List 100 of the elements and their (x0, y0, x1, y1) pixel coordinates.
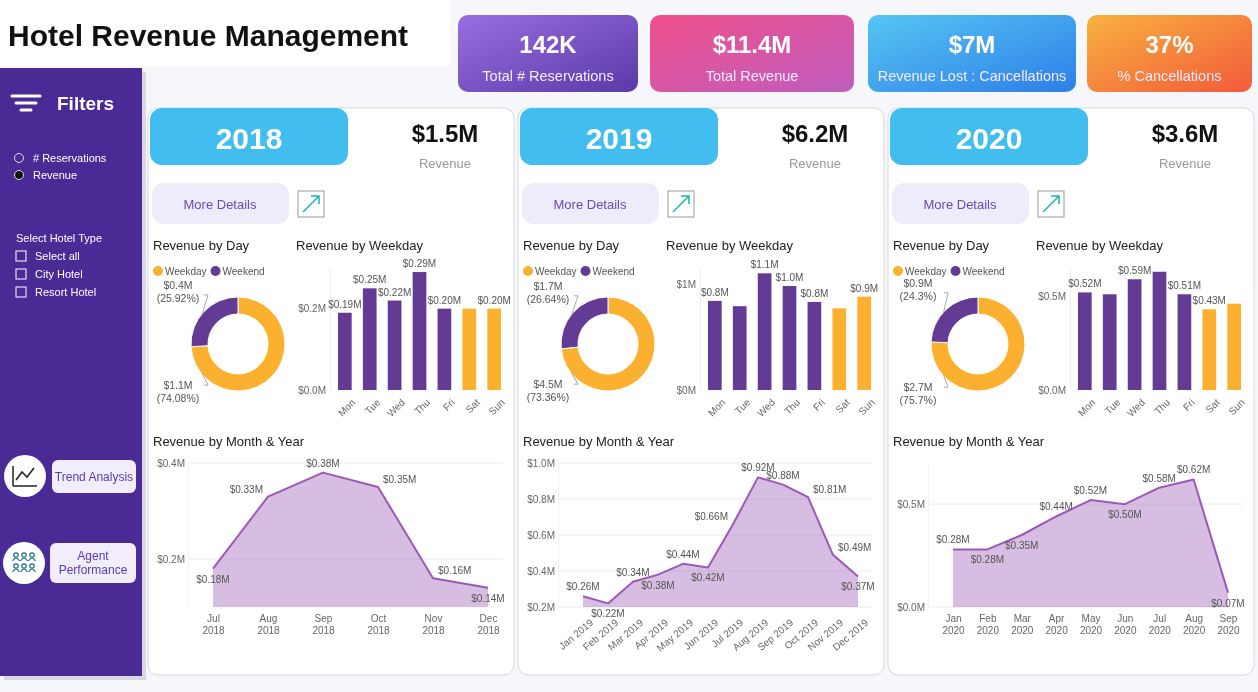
data-label: $0.52M (1073, 485, 1108, 497)
x-tick-label: Aug 2018 (257, 613, 281, 637)
data-label: $0.28M (970, 554, 1005, 566)
data-label: $0.38M (306, 457, 340, 469)
text: Revenue Lost : Cancellations (877, 68, 1067, 84)
text: Select all (35, 250, 80, 262)
x-tick-label: Thu (1152, 396, 1173, 417)
data-label: $0.9M (24.3%) (899, 276, 937, 302)
x-tick-label: Tue (732, 396, 753, 417)
x-tick-label: Jun 2020 (1114, 613, 1137, 637)
y-tick-label: $0.0M (1038, 384, 1066, 396)
data-label: $0.26M (566, 581, 600, 593)
data-label: $0.9M (850, 282, 879, 294)
y-tick-label: $0.2M (527, 601, 555, 613)
x-tick-label: Mon (705, 396, 728, 419)
data-label: $0.44M (666, 548, 700, 560)
bar (807, 301, 822, 390)
data-label: $0.8M (700, 286, 729, 298)
data-label: $0.19M (328, 298, 362, 310)
data-label: $0.42M (691, 572, 725, 584)
x-tick-label: Feb 2020 (976, 613, 1000, 637)
data-label: $0.81M (813, 484, 847, 496)
text: 2019 (585, 122, 653, 155)
bar (337, 312, 352, 390)
chart-title: Revenue by Weekday (296, 238, 424, 253)
data-label: $0.58M (1142, 472, 1176, 484)
text: Filters (57, 93, 115, 114)
data-label: $1.1M (74.08%) (156, 379, 200, 405)
text: More Details (183, 197, 257, 212)
bar (437, 308, 452, 390)
y-tick-label: $0.6M (527, 529, 555, 541)
data-label: $0.18M (196, 573, 230, 585)
legend-label: Weekend (592, 265, 635, 277)
y-tick-label: $0.4M (157, 457, 185, 469)
bar (832, 308, 847, 390)
data-label: $0.8M (800, 287, 829, 299)
text: Total # Reservations (482, 68, 614, 84)
text: Agent Performance (58, 549, 128, 577)
data-label: $0.51M (1167, 280, 1202, 292)
text: 37% (1145, 31, 1194, 58)
chart-title: Revenue by Weekday (666, 238, 794, 253)
legend-label: Weekday (535, 265, 577, 277)
bar (412, 272, 427, 390)
text: $11.4M (712, 31, 792, 58)
data-label: $0.20M (427, 294, 462, 306)
text: City Hotel (35, 268, 83, 280)
text: Revenue (418, 156, 472, 171)
chart-title: Revenue by Month & Year (523, 434, 675, 449)
x-tick-label: Mon (335, 396, 358, 419)
x-tick-label: Fri (1180, 396, 1197, 413)
text: Revenue (33, 169, 78, 181)
bar (1077, 292, 1092, 390)
x-tick-label: Sep 2020 (1217, 613, 1241, 637)
bar (1202, 309, 1217, 390)
x-tick-label: Mar 2020 (1011, 613, 1034, 637)
bar (1152, 271, 1167, 390)
y-tick-label: $0.2M (157, 553, 185, 565)
legend-label: Weekday (905, 265, 947, 277)
data-label: $0.20M (477, 294, 511, 306)
text: $6.2M (781, 120, 849, 147)
text: % Cancellations (1117, 68, 1222, 84)
text: More Details (553, 197, 627, 212)
legend-label: Weekend (222, 265, 265, 277)
y-tick-label: $1M (676, 278, 696, 290)
x-tick-label: Thu (782, 396, 803, 417)
y-tick-label: $0.4M (527, 565, 555, 577)
data-label: $0.49M (838, 541, 872, 553)
x-tick-label: Jul 2018 (202, 613, 226, 637)
text: Hotel Revenue Management (8, 19, 409, 52)
data-label: $0.29M (402, 258, 437, 270)
data-label: $0.43M (1192, 295, 1226, 307)
data-label: $0.44M (1039, 501, 1073, 513)
data-label: $0.52M (1068, 278, 1102, 290)
x-tick-label: Fri (440, 396, 457, 413)
bar (487, 308, 502, 390)
text: $3.6M (1151, 120, 1219, 147)
data-label: $4.5M (73.36%) (526, 378, 570, 404)
data-label: $0.34M (616, 566, 650, 578)
bar (757, 273, 772, 390)
data-label: $0.62M (1176, 464, 1211, 476)
x-tick-label: Nov 2018 (422, 613, 446, 637)
data-label: $0.66M (694, 511, 728, 523)
y-tick-label: $0.5M (1038, 290, 1066, 302)
y-tick-label: $0.0M (298, 384, 326, 396)
x-tick-label: Apr 2020 (1045, 613, 1069, 637)
text: 142K (519, 31, 578, 58)
x-tick-label: Oct 2018 (367, 613, 391, 637)
bar (857, 296, 872, 390)
bar (1127, 279, 1142, 390)
text: Revenue (788, 156, 842, 171)
y-tick-label: $0.5M (897, 498, 925, 510)
data-label: $0.35M (383, 474, 417, 485)
text: # Reservations (33, 152, 107, 164)
data-label: $0.07M (1211, 597, 1245, 609)
y-tick-label: $0.2M (298, 303, 326, 315)
text: 2018 (215, 122, 283, 155)
x-tick-label: Sat (463, 396, 482, 416)
bar (707, 300, 722, 390)
chart-title: Revenue by Month & Year (153, 434, 305, 449)
bar (1227, 303, 1242, 390)
